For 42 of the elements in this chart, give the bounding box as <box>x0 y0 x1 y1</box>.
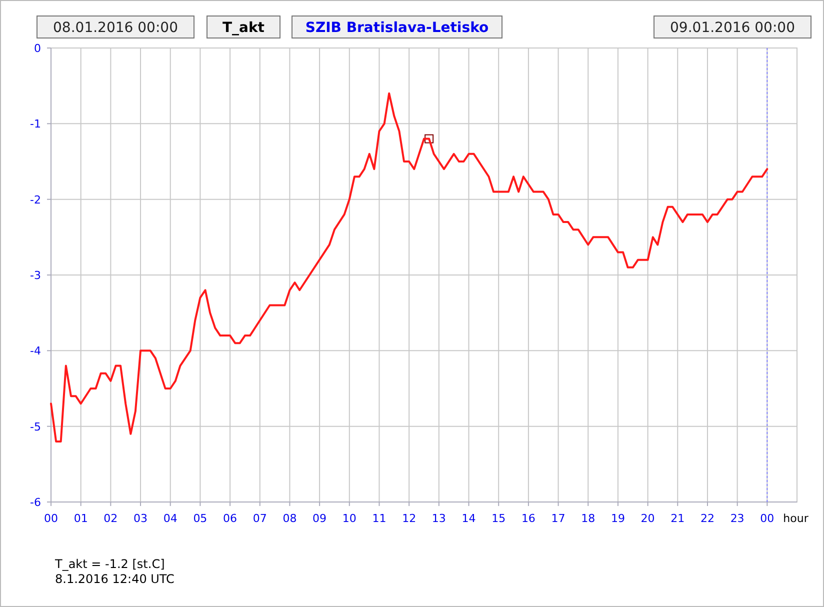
x-tick-label: 22 <box>700 512 714 525</box>
x-tick-label: 05 <box>193 512 208 525</box>
x-tick-label: 11 <box>372 512 386 525</box>
x-tick-label: 08 <box>282 512 297 525</box>
variable-box: T_akt <box>206 16 280 38</box>
chart-title: T_akt <box>222 20 265 36</box>
x-tick-label: 13 <box>432 512 446 525</box>
x-tick-label: 20 <box>640 512 655 525</box>
x-tick-label: 09 <box>312 512 327 525</box>
x-tick-label: 21 <box>670 512 685 525</box>
y-tick-label: -2 <box>30 193 41 206</box>
start-date-box: 08.01.2016 00:00 <box>36 16 194 38</box>
x-tick-label: 01 <box>74 512 88 525</box>
x-tick-label: 12 <box>402 512 416 525</box>
x-tick-label: 04 <box>163 512 178 525</box>
x-tick-label: 18 <box>581 512 596 525</box>
x-tick-label: 00 <box>44 512 58 525</box>
station-box: SZIB Bratislava-Letisko <box>292 16 502 38</box>
text: 8.1.2016 12:40 UTC <box>55 572 174 586</box>
x-tick-label: 00 <box>760 512 774 525</box>
y-tick-label: -6 <box>30 496 41 509</box>
x-tick-label: 17 <box>551 512 566 525</box>
y-tick-label: -4 <box>30 344 41 358</box>
x-tick-label: 23 <box>730 512 744 525</box>
line-series <box>50 92 768 442</box>
x-tick-label: 07 <box>252 512 267 525</box>
x-tick-label: 14 <box>462 512 476 525</box>
chart-subtitle: SZIB Bratislava-Letisko <box>305 20 490 36</box>
y-tick-label: -1 <box>30 118 41 131</box>
x-tick-label: 15 <box>492 512 506 525</box>
end-date-box: 09.01.2016 00:00 <box>654 16 812 38</box>
x-tick-label: 02 <box>104 512 118 525</box>
x-axis-title: hour <box>783 512 809 525</box>
x-tick-label: 06 <box>223 512 238 525</box>
x-tick-label: 19 <box>610 512 625 525</box>
y-tick-label: 0 <box>34 42 41 55</box>
y-tick-label: -5 <box>30 420 41 434</box>
x-tick-label: 03 <box>134 512 148 525</box>
text: T_akt = -1.2 [st.C] <box>54 557 165 571</box>
y-tick-label: -3 <box>30 269 41 282</box>
x-tick-label: 16 <box>521 512 536 525</box>
x-tick-label: 10 <box>342 512 356 525</box>
